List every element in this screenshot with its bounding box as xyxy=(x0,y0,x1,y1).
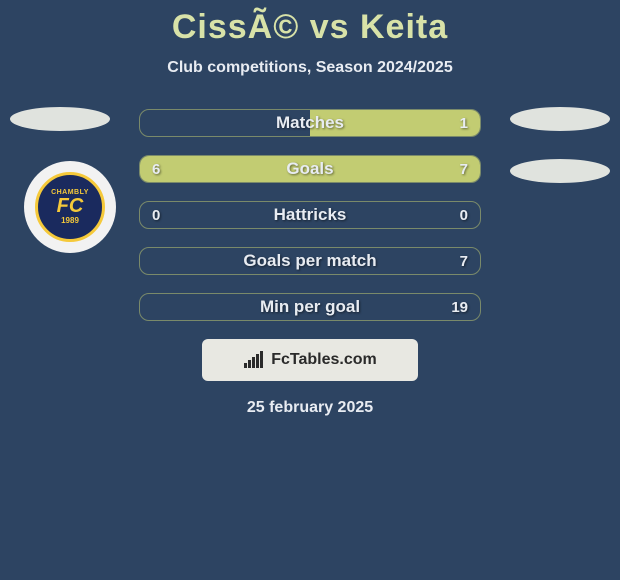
player-badge-right-1 xyxy=(510,107,610,131)
stat-bars: Matches1 6Goals7 0Hattricks0 Goals per matc… xyxy=(139,109,481,321)
footer-brand-badge: FcTables.com xyxy=(202,339,418,381)
comparison-card: CissÃ© vs Keita Club competitions, Seaso… xyxy=(0,0,620,417)
player-badge-left xyxy=(10,107,110,131)
bar-chart-icon xyxy=(243,351,265,369)
stat-bar-row: Min per goal19 xyxy=(139,293,481,321)
stat-bar-row: 6Goals7 xyxy=(139,155,481,183)
stat-bar-row: Goals per match7 xyxy=(139,247,481,275)
bar-label: Goals per match xyxy=(140,248,480,274)
bar-label: Hattricks xyxy=(140,202,480,228)
bar-value-right: 19 xyxy=(451,294,468,320)
club-logo-year: 1989 xyxy=(61,216,79,225)
club-logo: CHAMBLY FC 1989 xyxy=(24,161,116,253)
bar-label: Min per goal xyxy=(140,294,480,320)
page-title: CissÃ© vs Keita xyxy=(0,8,620,47)
club-logo-inner: CHAMBLY FC 1989 xyxy=(35,172,105,242)
bar-value-right: 7 xyxy=(460,248,468,274)
stat-bar-row: Matches1 xyxy=(139,109,481,137)
bar-value-right: 0 xyxy=(460,202,468,228)
bar-value-right: 7 xyxy=(460,156,468,182)
bar-value-right: 1 xyxy=(460,110,468,136)
club-logo-center: FC xyxy=(57,196,84,216)
footer-date: 25 february 2025 xyxy=(0,399,620,417)
bar-label: Goals xyxy=(140,156,480,182)
stats-area: CHAMBLY FC 1989 Matches1 6Goals7 0Hattrick… xyxy=(0,109,620,321)
footer-brand-text: FcTables.com xyxy=(271,351,377,369)
stat-bar-row: 0Hattricks0 xyxy=(139,201,481,229)
club-logo-outer: CHAMBLY FC 1989 xyxy=(24,161,116,253)
subtitle: Club competitions, Season 2024/2025 xyxy=(0,59,620,77)
bar-label: Matches xyxy=(140,110,480,136)
player-badge-right-2 xyxy=(510,159,610,183)
